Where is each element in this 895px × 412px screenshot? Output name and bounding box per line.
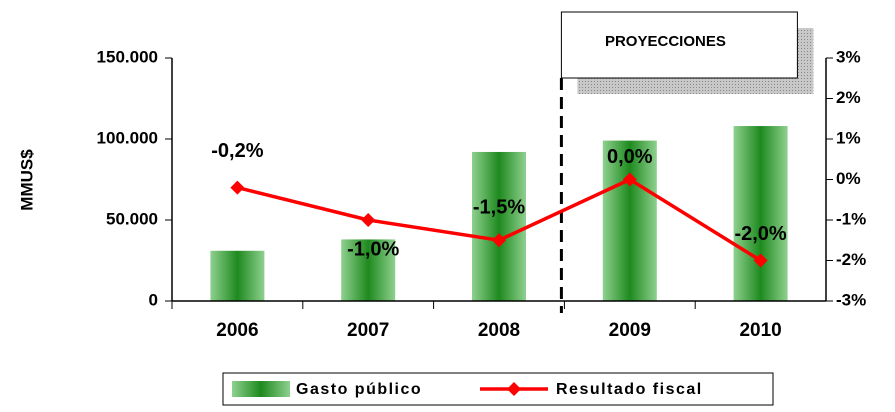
y2-tick-label: 1%: [836, 128, 861, 147]
bar: [210, 250, 265, 301]
y2-tick-label: -3%: [836, 290, 866, 309]
bar: [733, 126, 788, 301]
y-axis-label: MMUS$: [17, 149, 36, 211]
legend-swatch: [232, 381, 290, 397]
y-tick-label: 150.000: [97, 47, 158, 66]
data-label: 0,0%: [607, 146, 653, 168]
data-label: -0,2%: [211, 140, 263, 162]
y2-tick-label: 2%: [836, 88, 861, 107]
x-tick-label: 2007: [347, 320, 389, 341]
bar: [602, 140, 657, 301]
x-tick-label: 2010: [739, 320, 781, 341]
y-tick-label: 0: [149, 290, 158, 309]
y-tick-label: 100.000: [97, 128, 158, 147]
y2-tick-label: -2%: [836, 250, 866, 269]
legend-label: Resultado fiscal: [556, 381, 703, 398]
legend-marker: [507, 382, 521, 396]
annotation-box: [560, 11, 798, 79]
line-marker: [492, 233, 506, 248]
data-label: -2,0%: [734, 223, 786, 245]
y2-tick-label: 3%: [836, 47, 861, 66]
line-marker: [622, 172, 637, 187]
x-tick-label: 2006: [216, 320, 258, 341]
y-tick-label: 50.000: [106, 209, 158, 228]
line-marker: [230, 180, 245, 195]
bar: [341, 239, 396, 301]
x-tick-label: 2008: [478, 320, 520, 341]
y2-tick-label: -1%: [836, 209, 866, 228]
legend-label: Gasto público: [296, 381, 422, 398]
line-marker: [361, 213, 376, 227]
data-label: -1,5%: [473, 197, 525, 219]
data-label: -1,0%: [347, 238, 399, 260]
y2-tick-label: 0%: [836, 169, 861, 188]
bar: [472, 151, 526, 301]
annotation: PROYECCIONES: [605, 33, 726, 50]
line-marker: [753, 253, 768, 268]
x-tick-label: 2009: [609, 320, 651, 341]
